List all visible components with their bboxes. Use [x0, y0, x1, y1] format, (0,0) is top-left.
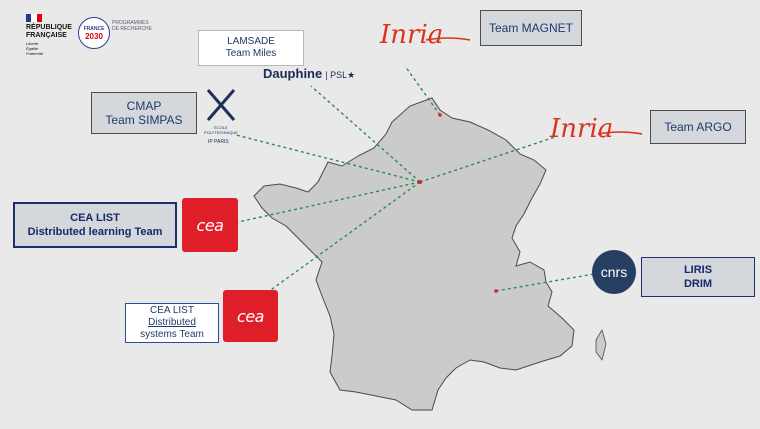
argo-box: Team ARGO: [650, 110, 746, 144]
motto-2: Égalité: [26, 46, 39, 51]
cea-logo: cea: [182, 198, 238, 252]
connector-cmap: [235, 134, 421, 183]
dauphine-psl-logo: Dauphine | PSL★: [263, 66, 355, 81]
lyon-marker: [494, 289, 498, 293]
cea-list-systems-label: CEA LIST: [150, 305, 194, 316]
cea-logo-text: cea: [196, 215, 224, 235]
cea-list-systems-box: CEA LIST Distributed systems Team: [125, 303, 219, 343]
cea-list-systems-team-1: Distributed: [148, 317, 196, 328]
france-2030-logo: FRANCE 2030: [78, 17, 110, 49]
connector-dauphine: [310, 85, 421, 183]
argo-label: Team ARGO: [664, 120, 732, 134]
connector-magnet: [404, 65, 441, 116]
lamsade-team: Team Miles: [225, 48, 277, 59]
lamsade-box: LAMSADE Team Miles: [198, 30, 304, 66]
lamsade-label: LAMSADE: [227, 36, 275, 47]
ip-paris-label: IP PARIS: [208, 139, 229, 145]
cea-list-learning-team: Distributed learning Team: [27, 226, 163, 238]
cnrs-logo: cnrs: [592, 250, 636, 294]
program-line1: PROGRAMMES: [112, 20, 149, 26]
liris-label: LIRIS: [683, 264, 713, 276]
polytechnique-x-icon: [206, 89, 236, 121]
corsica-shape: [595, 329, 607, 361]
cmap-label: CMAP: [126, 99, 162, 113]
france2030-brand-top: FRANCE: [83, 25, 105, 32]
flag-icon: [26, 14, 42, 22]
paris-marker: [418, 180, 422, 184]
republique-francaise-logo: RÉPUBLIQUE FRANÇAISE Liberté Égalité Fra…: [26, 14, 72, 60]
program-line2: DE RECHERCHE: [112, 26, 153, 32]
cea-list-systems-team-2: systems Team: [140, 329, 204, 340]
inria-logo-argo: Inria: [550, 114, 614, 144]
psl-text: | PSL★: [325, 70, 356, 80]
cnrs-logo-text: cnrs: [600, 264, 628, 280]
motto-3: Fraternité: [26, 51, 44, 56]
magnet-box: Team MAGNET: [480, 10, 582, 46]
cea-list-learning-label: CEA LIST: [70, 212, 120, 224]
connector-argo: [419, 135, 559, 183]
inria-logo-magnet: Inria: [380, 20, 444, 50]
dauphine-text: Dauphine: [263, 66, 323, 81]
liris-box: LIRIS DRIM: [641, 257, 755, 297]
connector-cea-learning: [237, 181, 421, 223]
cmap-box: CMAP Team SIMPAS: [91, 92, 197, 134]
cea-logo-text: cea: [237, 306, 264, 326]
cea-logo: cea: [223, 290, 278, 342]
lille-marker: [438, 113, 442, 117]
motto-1: Liberté: [26, 41, 39, 46]
inria-swoosh-icon: [426, 37, 470, 41]
inria-swoosh-icon: [598, 131, 642, 135]
cmap-team: Team SIMPAS: [105, 113, 183, 127]
magnet-label: Team MAGNET: [488, 21, 573, 35]
republique-line2: FRANÇAISE: [26, 32, 67, 39]
connector-cnrs: [495, 273, 595, 292]
france-map: [253, 97, 575, 411]
france2030-brand-bottom: 2030: [85, 31, 103, 41]
france2030-program-text: PROGRAMMES DE RECHERCHE: [112, 20, 172, 32]
cea-list-learning-box: CEA LIST Distributed learning Team: [13, 202, 177, 248]
liris-team: DRIM: [683, 278, 713, 290]
polytechnique-name: ÉCOLE POLYTECHNIQUE: [204, 125, 238, 135]
republique-line1: RÉPUBLIQUE: [26, 24, 72, 31]
connector-cea-systems: [267, 181, 421, 293]
